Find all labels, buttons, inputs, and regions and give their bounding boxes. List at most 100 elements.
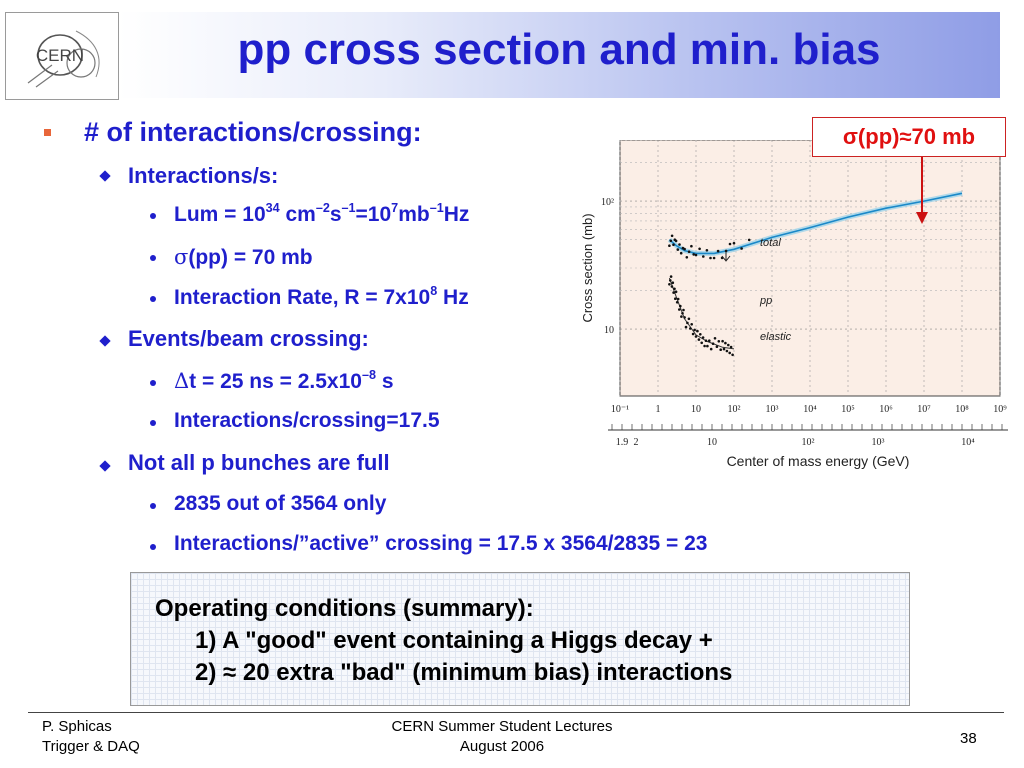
data-point bbox=[728, 242, 732, 246]
data-point bbox=[697, 338, 701, 341]
bullet-delta-t: Δt = 25 ns = 2.5x10–8 s bbox=[174, 368, 394, 393]
data-point bbox=[727, 343, 730, 347]
data-point bbox=[709, 256, 712, 260]
data-point bbox=[690, 244, 693, 248]
bullet-dot-icon bbox=[150, 544, 156, 550]
data-point bbox=[671, 281, 675, 284]
data-point bbox=[740, 247, 743, 250]
data-point bbox=[715, 345, 719, 348]
bullet-diamond-icon bbox=[99, 170, 111, 182]
data-point bbox=[699, 333, 702, 336]
data-point bbox=[728, 351, 731, 355]
footer-author: P. Sphicas bbox=[42, 718, 112, 735]
x-tick-label-bottom: 1.9 bbox=[616, 437, 629, 448]
footer-rule bbox=[28, 712, 1004, 713]
data-point bbox=[672, 291, 675, 294]
bullet-dot-icon bbox=[150, 296, 156, 302]
x-tick-label-top: 10⁹ bbox=[993, 404, 1007, 415]
bullet-dot-icon bbox=[150, 255, 156, 261]
data-point bbox=[687, 250, 691, 253]
data-point bbox=[722, 347, 726, 351]
bullet-2835-of-3564: 2835 out of 3564 only bbox=[174, 492, 387, 515]
data-point bbox=[669, 279, 672, 282]
data-point bbox=[674, 239, 678, 243]
data-point bbox=[732, 241, 736, 245]
y-axis-labels: 10 10² bbox=[601, 197, 614, 336]
data-point bbox=[694, 335, 698, 338]
bullet-diamond-icon bbox=[99, 335, 111, 347]
data-point bbox=[670, 234, 674, 238]
data-point bbox=[705, 249, 709, 252]
data-point bbox=[712, 256, 716, 260]
bullet-dot-icon bbox=[150, 420, 156, 426]
header-band bbox=[118, 12, 1000, 98]
data-point bbox=[747, 238, 751, 242]
bullet-dot-icon bbox=[150, 503, 156, 509]
annotation-elastic: elastic bbox=[760, 331, 792, 343]
callout-arrowhead-icon bbox=[916, 212, 928, 224]
bullet-events-per-crossing: Events/beam crossing: bbox=[128, 326, 369, 351]
data-point bbox=[721, 339, 724, 343]
x-tick-label-top: 10⁴ bbox=[803, 404, 817, 415]
x-tick-label-top: 10⁶ bbox=[879, 404, 893, 415]
data-point bbox=[717, 340, 721, 343]
x-tick-label-top: 10⁷ bbox=[917, 404, 931, 415]
plot-annotations: total pp elastic bbox=[721, 237, 792, 343]
data-point bbox=[731, 353, 734, 357]
bullet-interactions-per-second: Interactions/s: bbox=[128, 163, 279, 188]
data-point bbox=[678, 308, 681, 311]
series-total-line bbox=[668, 192, 963, 255]
data-point bbox=[672, 243, 675, 246]
footer-course: Trigger & DAQ bbox=[42, 738, 140, 755]
x-tick-label-bottom: 10 bbox=[707, 437, 717, 448]
bullet-dot-icon bbox=[150, 213, 156, 219]
data-point bbox=[679, 304, 682, 308]
cross-section-plot: 10⁻¹ 1 10 10² 10³ 10⁴ 10⁵ 10⁶ 10⁷ 10⁸ 10⁹ 1.9 2 10 10… bbox=[578, 139, 1014, 476]
x-tick-label-top: 10³ bbox=[766, 404, 779, 415]
data-point bbox=[682, 308, 685, 312]
data-point bbox=[683, 316, 686, 319]
plot-points bbox=[668, 234, 751, 357]
footer-event: CERN Summer Student Lectures bbox=[391, 718, 613, 735]
data-point bbox=[724, 249, 728, 253]
x-axis-title: Center of mass energy (GeV) bbox=[727, 453, 910, 469]
data-point bbox=[708, 339, 711, 342]
annotation-total: total bbox=[760, 237, 781, 249]
x-tick-label-top: 10 bbox=[691, 404, 701, 415]
footer-page-number: 38 bbox=[960, 730, 977, 747]
bullet-square-icon bbox=[44, 129, 51, 136]
page-title: pp cross section and min. bias bbox=[237, 25, 881, 74]
y-tick-label: 10² bbox=[601, 197, 614, 208]
data-point bbox=[690, 323, 693, 326]
data-point bbox=[694, 253, 698, 257]
y-tick-label: 10 bbox=[604, 325, 614, 336]
bullet-sigma-pp: σ(pp) = 70 mb bbox=[174, 245, 313, 269]
data-point bbox=[693, 328, 696, 332]
data-point bbox=[687, 317, 691, 321]
x-tick-label-top: 1 bbox=[656, 404, 661, 415]
x-tick-label-bottom: 2 bbox=[634, 437, 639, 448]
summary-item-2: 2) ≈ 20 extra "bad" (minimum bias) inter… bbox=[195, 659, 733, 686]
data-point bbox=[685, 256, 689, 259]
data-point bbox=[679, 251, 683, 255]
annotation-pp: pp bbox=[759, 295, 772, 307]
data-point bbox=[711, 342, 715, 345]
data-point bbox=[696, 329, 699, 333]
data-point bbox=[719, 348, 722, 351]
data-point bbox=[725, 349, 729, 353]
data-point bbox=[668, 283, 671, 286]
data-point bbox=[729, 345, 733, 349]
x-tick-label-bottom: 10⁴ bbox=[961, 437, 975, 448]
data-point bbox=[676, 248, 680, 251]
x-tick-label-top: 10⁻¹ bbox=[611, 404, 629, 415]
data-point bbox=[724, 341, 727, 345]
series-elastic-line bbox=[668, 277, 735, 350]
data-point bbox=[675, 301, 679, 304]
minimum-arrow-icon bbox=[721, 252, 731, 262]
x-tick-label-top: 10² bbox=[728, 404, 741, 415]
data-point bbox=[683, 247, 686, 251]
data-point bbox=[676, 297, 680, 301]
data-point bbox=[674, 297, 677, 300]
bullet-dot-icon bbox=[150, 380, 156, 386]
bullet-interactions-per-crossing: # of interactions/crossing: bbox=[84, 117, 422, 147]
